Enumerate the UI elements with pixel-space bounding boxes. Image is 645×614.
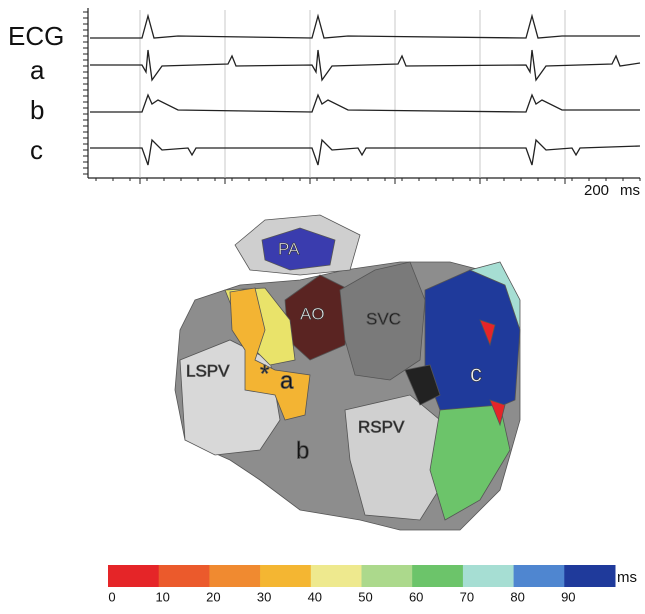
colorbar-tick-label: 50 xyxy=(358,589,372,604)
scale-unit: ms xyxy=(620,182,640,199)
trace-label: ECG xyxy=(8,21,64,51)
trace-label: a xyxy=(30,55,45,85)
colorbar-segment xyxy=(310,565,362,587)
trace-panel: ECG a b c 200 ms xyxy=(8,8,641,199)
colorbar-tick-label: 90 xyxy=(561,589,575,604)
colorbar-segment xyxy=(158,565,210,587)
colorbar-segment xyxy=(209,565,261,587)
colorbar-segment xyxy=(462,565,515,587)
map-label: PA xyxy=(278,239,300,258)
colorbar-tick-label: 80 xyxy=(510,589,524,604)
colorbar-tick-label: 40 xyxy=(308,589,322,604)
trace xyxy=(90,138,641,166)
map-label: a xyxy=(280,367,294,394)
colorbar-tick-label: 0 xyxy=(108,589,115,604)
colorbar-segment xyxy=(260,565,312,587)
heart-map: PA AO SVC LSPV RSPV * a b c xyxy=(174,214,521,531)
colorbar-tick-label: 10 xyxy=(155,589,169,604)
colorbar-segment xyxy=(361,565,413,587)
trace xyxy=(90,49,641,82)
colorbar-segment xyxy=(564,565,616,587)
colorbar-tick-label: 60 xyxy=(409,589,423,604)
map-label: AO xyxy=(300,304,325,323)
trace xyxy=(90,93,640,113)
trace-label: c xyxy=(30,135,43,165)
map-label: RSPV xyxy=(358,417,405,436)
colorbar-tick-label: 30 xyxy=(257,589,271,604)
colorbar-segment xyxy=(513,565,565,587)
colorbar: ms 0 10 20 30 40 50 60 70 80 90 xyxy=(108,565,637,604)
map-label: LSPV xyxy=(186,361,230,380)
colorbar-tick-label: 20 xyxy=(206,589,220,604)
scale-value: 200 xyxy=(584,182,609,199)
colorbar-segment xyxy=(108,565,160,587)
colorbar-tick-label: 70 xyxy=(460,589,474,604)
map-label: b xyxy=(296,437,309,464)
trace-label: b xyxy=(30,95,44,125)
map-label: SVC xyxy=(366,309,401,328)
colorbar-segment xyxy=(412,565,464,587)
map-label: * xyxy=(260,360,269,387)
trace xyxy=(90,13,640,39)
colorbar-unit: ms xyxy=(617,569,637,586)
map-label: c xyxy=(470,360,482,387)
